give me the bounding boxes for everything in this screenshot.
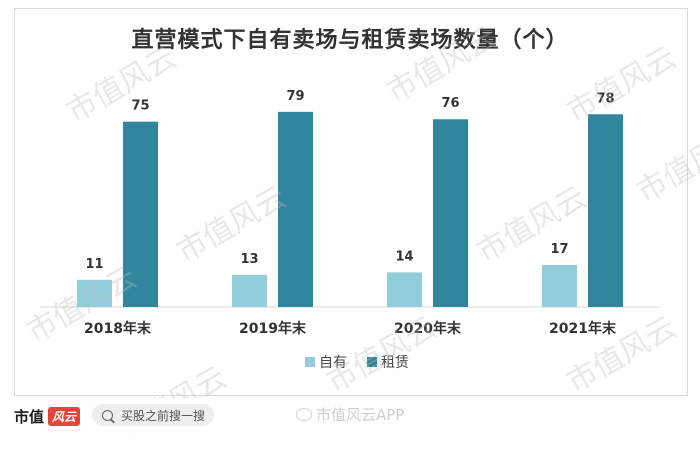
legend-label: 租赁 (381, 355, 409, 371)
data-label: 13 (240, 252, 258, 267)
legend-swatch (367, 357, 377, 367)
x-tick-label: 2018年末 (84, 320, 152, 337)
chart-title: 直营模式下自有卖场与租赁卖场数量（个） (131, 27, 569, 53)
weibo-icon (296, 408, 312, 421)
search-icon (102, 409, 113, 421)
data-label: 78 (596, 91, 614, 106)
data-label: 17 (550, 242, 568, 257)
data-label: 79 (286, 89, 304, 104)
x-tick-label: 2021年末 (549, 320, 617, 337)
data-label: 75 (131, 99, 149, 114)
weibo-text: 市值风云APP (316, 406, 405, 424)
legend-label: 自有 (319, 355, 347, 371)
bar-leased-0 (123, 121, 158, 308)
brand-logo-icon: 风云 (48, 407, 81, 426)
bar-leased-1 (278, 111, 313, 307)
bar-owned-0 (77, 279, 112, 307)
brand-name: 市值 (14, 408, 45, 426)
bar-owned-1 (232, 274, 267, 307)
footer-bar: 市值 风云 买股之前搜一搜 市值风云APP (0, 398, 700, 439)
search-box[interactable]: 买股之前搜一搜 (92, 404, 214, 426)
bar-chart: 11 75 2018年末 13 79 2019年末 14 76 2020年末 17 78 2021年末… (40, 89, 660, 371)
search-text: 买股之前搜一搜 (121, 408, 206, 423)
data-label: 14 (395, 249, 413, 264)
x-tick-label: 2019年末 (239, 320, 307, 337)
weibo-watermark: 市值风云APP (296, 404, 404, 425)
x-tick-label: 2020年末 (394, 320, 462, 337)
data-label: 76 (441, 96, 459, 111)
bar-owned-2 (387, 272, 422, 307)
brand[interactable]: 市值 风云 (14, 406, 81, 427)
bar-leased-3 (588, 114, 623, 307)
bar-owned-3 (542, 265, 577, 307)
legend-swatch (305, 357, 315, 367)
bar-leased-2 (433, 119, 468, 307)
data-label: 11 (85, 257, 103, 272)
